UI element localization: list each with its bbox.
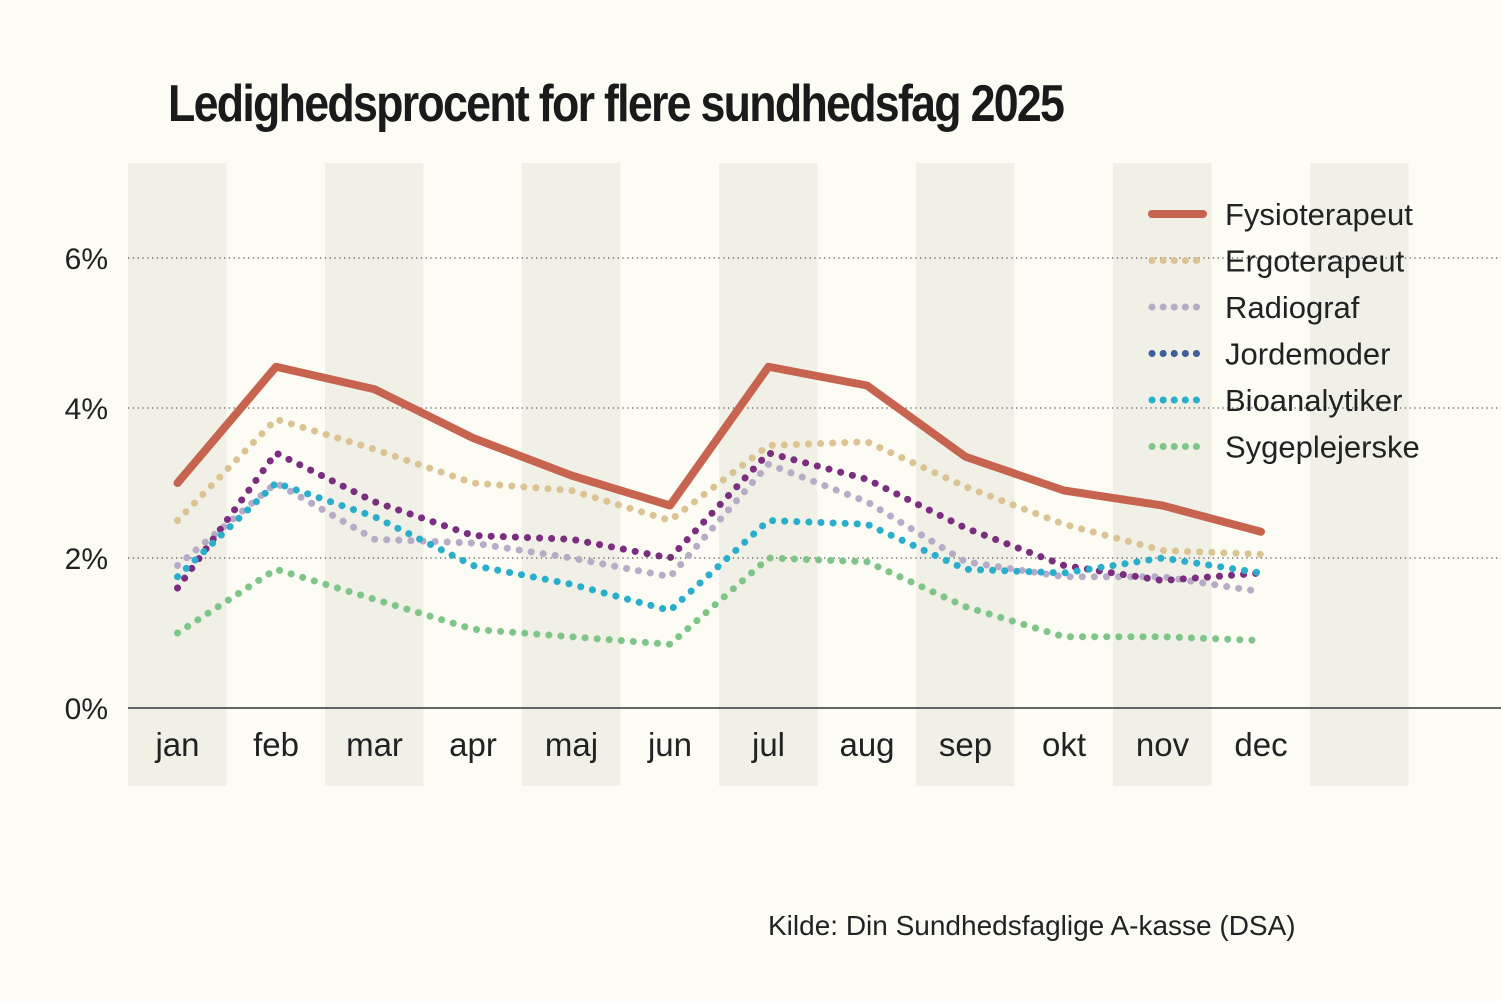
legend-label-sygeplejerske: Sygeplejerske bbox=[1225, 430, 1420, 465]
column-band bbox=[128, 163, 227, 786]
x-tick-label: maj bbox=[545, 726, 598, 763]
x-tick-label: okt bbox=[1042, 726, 1086, 763]
series-line-radiograf bbox=[174, 460, 1265, 596]
x-tick-label: apr bbox=[449, 726, 497, 763]
x-tick-label: dec bbox=[1234, 726, 1287, 763]
series-line-jordemoder bbox=[174, 449, 1265, 592]
series-line-ergoterapeut bbox=[174, 415, 1265, 558]
chart-title: Ledighedsprocent for flere sundhedsfag 2… bbox=[168, 75, 1065, 133]
series-line-fysioterapeut bbox=[173, 362, 1265, 536]
x-tick-label: feb bbox=[253, 726, 299, 763]
legend-label-jordemoder: Jordemoder bbox=[1225, 337, 1390, 372]
column-band bbox=[325, 163, 424, 786]
column-band bbox=[916, 163, 1015, 786]
legend-label-bioanalytiker: Bioanalytiker bbox=[1225, 383, 1402, 418]
y-tick-label: 6% bbox=[65, 243, 108, 276]
x-tick-label: aug bbox=[839, 726, 894, 763]
y-tick-label: 0% bbox=[65, 693, 108, 726]
column-band bbox=[1310, 163, 1409, 786]
y-tick-label: 4% bbox=[65, 393, 108, 426]
legend-label-radiograf: Radiograf bbox=[1225, 290, 1360, 325]
x-tick-label: jun bbox=[647, 726, 692, 763]
legend-label-ergoterapeut: Ergoterapeut bbox=[1225, 244, 1405, 279]
source-note: Kilde: Din Sundhedsfaglige A-kasse (DSA) bbox=[768, 910, 1296, 941]
series-line-bioanalytiker bbox=[174, 479, 1265, 614]
x-tick-label: sep bbox=[939, 726, 992, 763]
x-tick-label: jul bbox=[751, 726, 785, 763]
x-tick-label: mar bbox=[346, 726, 403, 763]
x-tick-label: nov bbox=[1136, 726, 1190, 763]
column-band bbox=[1113, 163, 1212, 786]
y-tick-label: 2% bbox=[65, 543, 108, 576]
legend-label-fysioterapeut: Fysioterapeut bbox=[1225, 197, 1413, 232]
series-line-sygeplejerske bbox=[174, 554, 1265, 648]
x-tick-label: jan bbox=[154, 726, 199, 763]
